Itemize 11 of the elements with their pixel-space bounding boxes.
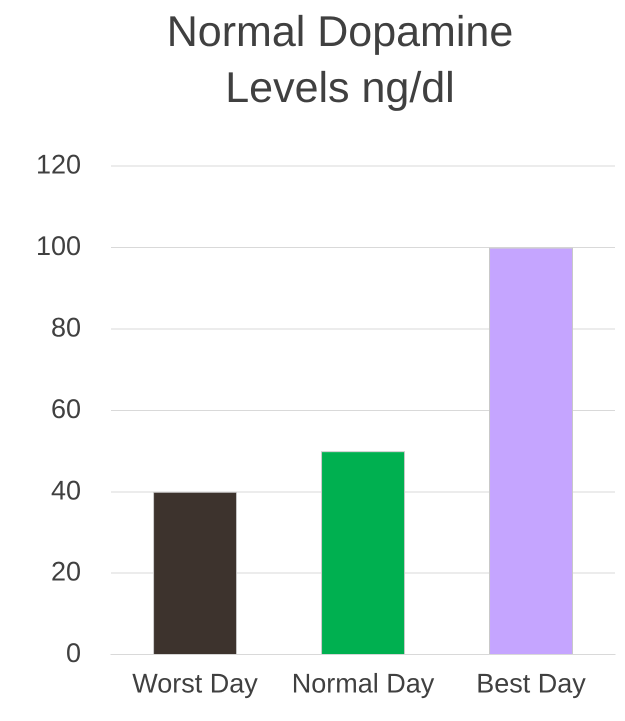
y-tick-label: 40 bbox=[51, 475, 82, 506]
y-tick-label: 100 bbox=[36, 231, 82, 262]
chart-title: Normal Dopamine Levels ng/dl bbox=[166, 7, 514, 114]
y-tick-label: 60 bbox=[51, 394, 82, 424]
y-tick-label: 80 bbox=[51, 312, 82, 342]
y-tick-label: 20 bbox=[51, 556, 82, 587]
x-tick-label: Best Day bbox=[476, 668, 586, 698]
x-tick-label: Worst Day bbox=[132, 668, 258, 698]
x-tick-label: Normal Day bbox=[292, 668, 435, 698]
y-tick-label: 120 bbox=[36, 150, 82, 180]
y-tick-label: 0 bbox=[66, 638, 82, 668]
